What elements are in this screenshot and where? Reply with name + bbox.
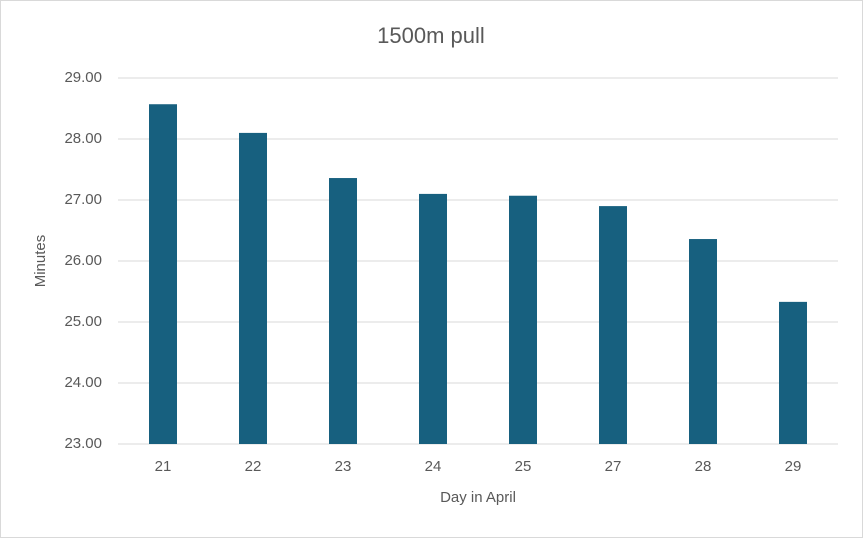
bar (689, 239, 717, 444)
x-tick-label: 24 (425, 458, 442, 475)
chart-title: 1500m pull (377, 23, 485, 48)
bar (599, 206, 627, 444)
x-tick-label: 25 (515, 458, 532, 475)
y-tick-label: 26.00 (64, 252, 102, 269)
y-tick-label: 23.00 (64, 435, 102, 452)
x-tick-label: 27 (605, 458, 622, 475)
bar (329, 178, 357, 445)
x-axis-label: Day in April (440, 489, 516, 506)
bar (239, 132, 267, 444)
bar (509, 195, 537, 444)
y-axis-label: Minutes (32, 235, 49, 288)
x-tick-label: 28 (695, 458, 712, 475)
y-tick-label: 25.00 (64, 313, 102, 330)
bar (149, 104, 177, 444)
bar (779, 301, 807, 444)
y-tick-label: 24.00 (64, 374, 102, 391)
y-tick-label: 29.00 (64, 69, 102, 86)
x-tick-label: 21 (155, 458, 172, 475)
y-tick-label: 27.00 (64, 191, 102, 208)
x-tick-label: 22 (245, 458, 262, 475)
bar (419, 193, 447, 444)
x-tick-label: 23 (335, 458, 352, 475)
y-tick-label: 28.00 (64, 130, 102, 147)
x-tick-label: 29 (785, 458, 802, 475)
